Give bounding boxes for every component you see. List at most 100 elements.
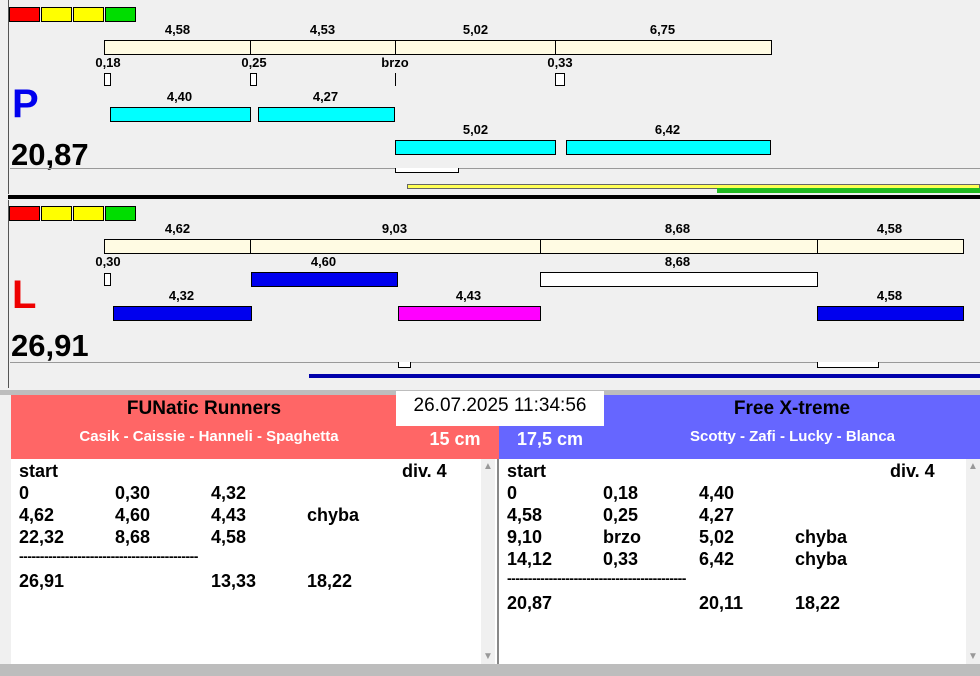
total-cell: 18,22 (307, 571, 353, 591)
division-label: div. 4 (402, 461, 447, 481)
separator-line: ----------------------------------------… (19, 548, 198, 564)
split-label: 4,53 (309, 22, 336, 37)
dog-time-label: 4,32 (168, 288, 195, 303)
reaction-marker (250, 73, 257, 86)
split-bar (555, 40, 772, 55)
scroll-down-icon[interactable]: ▼ (968, 651, 978, 662)
total-cell: 13,33 (211, 571, 257, 591)
left-team-header: FUNatic Runners Casik - Caissie - Hannel… (11, 395, 499, 459)
separator-line: ----------------------------------------… (507, 570, 686, 586)
dog-time-bar (566, 140, 771, 155)
total-cell: 26,91 (19, 571, 65, 591)
dog-time-label: 4,60 (310, 254, 337, 269)
start-label: start (19, 461, 59, 481)
scroll-up-icon[interactable]: ▲ (483, 461, 493, 472)
baseline (10, 168, 980, 169)
cell: 0,33 (603, 549, 639, 569)
left-border (8, 200, 9, 388)
cell: 0,18 (603, 483, 639, 503)
dog-time-bar (251, 272, 398, 287)
progress-bar-blue (309, 374, 980, 378)
cell: 4,40 (699, 483, 735, 503)
dog-time-bar (110, 107, 251, 122)
jump-height: 15 cm (429, 429, 481, 449)
reaction-marker (395, 73, 396, 86)
cell: 22,32 (19, 527, 65, 547)
reaction-label: 0,33 (547, 55, 573, 70)
reaction-label: brzo (381, 55, 409, 70)
reaction-marker (555, 73, 565, 86)
cell: 0,30 (115, 483, 151, 503)
baseline-marker (395, 168, 459, 173)
cell: 9,10 (507, 527, 543, 547)
cell: 4,60 (115, 505, 151, 525)
dog-time-bar (395, 140, 556, 155)
dog-time-bar (540, 272, 818, 287)
dog-time-bar (398, 306, 541, 321)
right-results-panel[interactable]: start div. 4 0 0,18 4,40 4,58 0,25 4,27 … (499, 459, 980, 664)
divider (8, 195, 980, 199)
dog-time-label: 4,27 (312, 89, 339, 104)
bottom-border (0, 664, 980, 676)
scrollbar[interactable]: ▲ ▼ (481, 459, 495, 664)
dog-time-label: 5,02 (462, 122, 489, 137)
split-bar (104, 239, 251, 254)
total-time: 26,91 (11, 328, 89, 363)
split-label: 8,68 (664, 221, 691, 236)
scrollbar[interactable]: ▲ ▼ (966, 459, 980, 664)
split-bar (395, 40, 556, 55)
cell: 0 (19, 483, 30, 503)
total-cell: 18,22 (795, 593, 841, 613)
cell: chyba (795, 549, 848, 569)
start-label: start (507, 461, 547, 481)
split-bar (817, 239, 964, 254)
team-members: Scotty - Zafi - Lucky - Blanca (689, 428, 896, 445)
left-border (8, 0, 9, 194)
total-cell: 20,11 (699, 593, 744, 613)
top-track: 4,58 4,53 5,02 6,75 0,18 0,25 brzo 0,33 … (0, 0, 980, 200)
team-members: Casik - Caissie - Hanneli - Spaghetta (79, 428, 339, 445)
cell: 0,25 (603, 505, 639, 525)
status-lights (9, 7, 137, 22)
split-label: 4,58 (876, 221, 903, 236)
reaction-marker (104, 273, 111, 286)
split-label: 6,75 (649, 22, 676, 37)
cell: 14,12 (507, 549, 553, 569)
cell: 4,43 (211, 505, 247, 525)
reaction-label: 0,25 (241, 55, 267, 70)
cell: 0 (507, 483, 518, 503)
division-label: div. 4 (890, 461, 935, 481)
team-name: FUNatic Runners (126, 398, 282, 419)
side-letter: L (12, 273, 37, 317)
timestamp: 26.07.2025 11:34:56 (396, 391, 604, 426)
split-bar (250, 40, 396, 55)
scroll-up-icon[interactable]: ▲ (968, 461, 978, 472)
scroll-down-icon[interactable]: ▼ (483, 651, 493, 662)
reaction-label: 0,30 (95, 254, 121, 269)
total-time: 20,87 (11, 137, 89, 172)
split-bar (250, 239, 541, 254)
split-bar (540, 239, 818, 254)
cell: 4,27 (699, 505, 735, 525)
reaction-marker (104, 73, 111, 86)
split-bar (104, 40, 251, 55)
bottom-track: 4,62 9,03 8,68 4,58 0,30 4,60 8,68 L 4,3… (0, 200, 980, 390)
dog-time-bar (113, 306, 252, 321)
cell: 4,32 (211, 483, 247, 503)
left-results-panel[interactable]: start div. 4 0 0,30 4,32 4,62 4,60 4,43 … (11, 459, 497, 664)
progress-bar-green (717, 188, 980, 193)
cell: 8,68 (115, 527, 151, 547)
dog-time-label: 4,58 (876, 288, 903, 303)
dog-time-label: 8,68 (664, 254, 691, 269)
dog-time-bar (258, 107, 395, 122)
baseline-marker (398, 362, 411, 368)
cell: 6,42 (699, 549, 735, 569)
split-label: 9,03 (381, 221, 408, 236)
baseline-marker (817, 362, 879, 368)
cell: brzo (603, 527, 641, 547)
team-name: Free X-treme (733, 398, 851, 419)
cell: chyba (795, 527, 848, 547)
split-label: 4,58 (164, 22, 191, 37)
status-lights (9, 206, 137, 221)
cell: 4,62 (19, 505, 55, 525)
